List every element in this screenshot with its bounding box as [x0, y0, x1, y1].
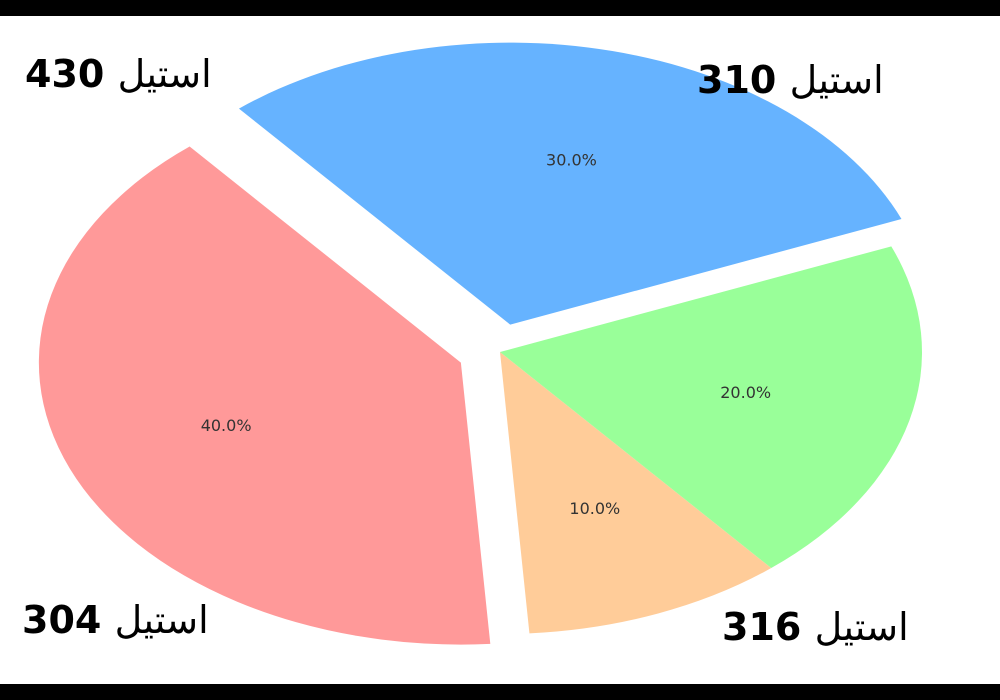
category-label-3: 316 استیل: [722, 605, 909, 649]
pie-slices: [38, 42, 922, 645]
percent-label-1: 10.0%: [569, 499, 620, 518]
category-label-1: 430 استیل: [25, 52, 212, 96]
category-label-0: 304 استیل: [22, 598, 209, 642]
pie-slice-1: [500, 352, 772, 634]
category-labels: 304 استیل 430 استیل 310 استیل 316 استیل: [22, 52, 909, 649]
percent-labels: 40.0% 10.0% 20.0% 30.0%: [201, 150, 771, 517]
pie-slice-3: [238, 42, 902, 325]
pie-slice-0: [38, 146, 491, 645]
pie-slice-2: [500, 246, 922, 569]
percent-label-3: 30.0%: [546, 150, 597, 169]
percent-label-0: 40.0%: [201, 416, 252, 435]
category-label-2: 310 استیل: [697, 58, 884, 102]
percent-label-2: 20.0%: [720, 383, 771, 402]
